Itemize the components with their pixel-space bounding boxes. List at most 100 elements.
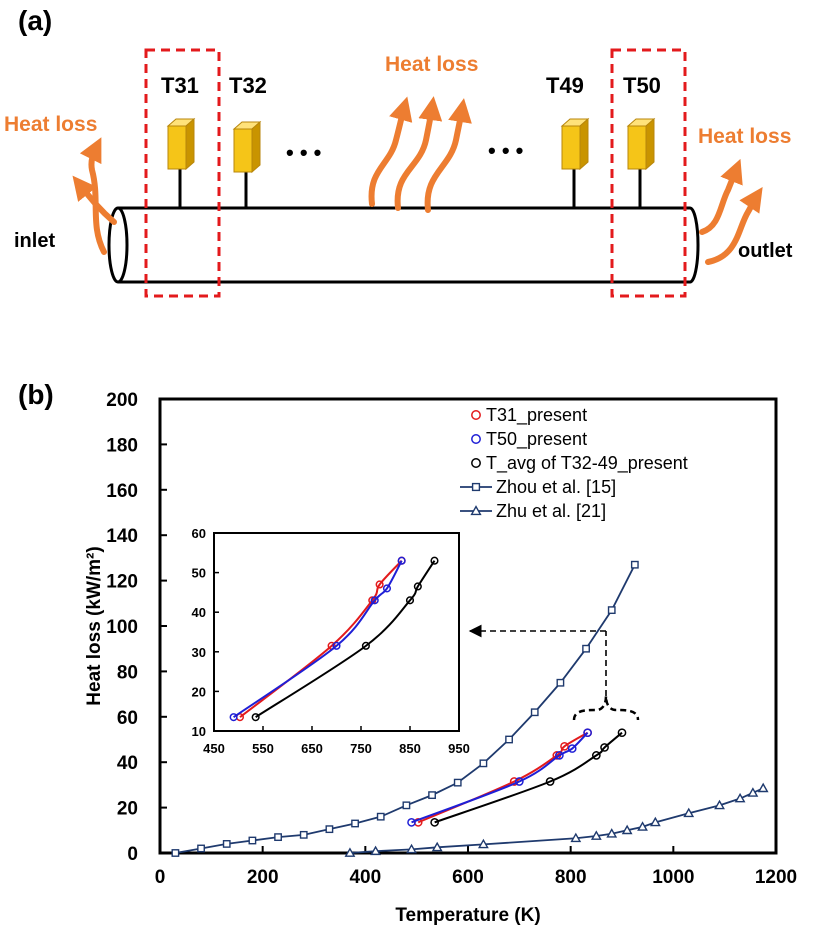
legend-marker xyxy=(471,410,481,420)
data-point xyxy=(505,735,513,744)
legend-marker xyxy=(471,482,481,492)
inset-x-tick-label: 950 xyxy=(448,741,470,756)
heat-arrow-outlet-2 xyxy=(705,187,763,265)
data-point xyxy=(407,818,416,827)
series-zhou-et-al-15 xyxy=(171,560,639,857)
panel-a-label: (a) xyxy=(18,5,52,36)
outlet-label: outlet xyxy=(738,240,793,262)
inset-frame xyxy=(213,532,460,732)
y-tick-label: 180 xyxy=(106,435,138,456)
data-point xyxy=(582,644,590,653)
legend-entry-t31-present: T31_present xyxy=(471,405,587,426)
legend-marker xyxy=(470,505,482,516)
inset-data-point xyxy=(229,713,238,722)
data-point xyxy=(299,830,308,839)
series-t-avg-of-t32-49-present xyxy=(430,728,627,827)
main-x-ticks: 0 200 400 600 800 1000 1200 xyxy=(155,846,797,888)
data-point xyxy=(402,801,411,810)
inset-series-t-avg-of-t32-49-present xyxy=(251,556,439,722)
inset-data-point xyxy=(332,641,341,650)
data-point xyxy=(617,728,627,738)
data-point xyxy=(197,844,205,853)
x-tick-label: 800 xyxy=(555,867,587,888)
inset-y-tick-label: 20 xyxy=(192,684,206,699)
inset-x-tick-label: 550 xyxy=(252,741,274,756)
x-tick-label: 1200 xyxy=(755,867,797,888)
inset-data-point xyxy=(413,582,422,591)
data-point xyxy=(606,828,618,838)
heat-arrow-outlet-1 xyxy=(699,158,743,235)
inset-x-tick-label: 650 xyxy=(301,741,323,756)
y-tick-label: 0 xyxy=(127,844,138,865)
inset-series-line xyxy=(233,560,403,718)
data-point xyxy=(621,824,633,835)
data-point xyxy=(274,833,282,842)
inset-data-point xyxy=(430,556,439,565)
data-point xyxy=(479,759,488,768)
y-tick-label: 160 xyxy=(106,481,138,502)
legend-entry-zhu-et-al-21: Zhu et al. [21] xyxy=(460,501,606,521)
data-point xyxy=(556,678,565,687)
panel-b-label: (b) xyxy=(18,379,54,410)
data-point xyxy=(171,849,180,857)
inset-y-tick-label: 60 xyxy=(192,526,206,541)
inset-data-point xyxy=(370,596,379,605)
data-point xyxy=(734,792,746,803)
data-point xyxy=(344,847,356,857)
legend-label: T31_present xyxy=(486,405,587,426)
y-tick-label: 100 xyxy=(106,617,138,638)
data-point xyxy=(590,830,602,840)
inset-data-point xyxy=(405,596,415,605)
data-point xyxy=(607,606,616,615)
legend-entry-t-avg-of-t32-49-present: T_avg of T32-49_present xyxy=(471,453,688,474)
sensor-t50 xyxy=(626,117,656,208)
series-zhu-et-al-21 xyxy=(344,782,769,857)
legend-marker xyxy=(471,434,481,444)
box-t31 xyxy=(144,48,221,298)
x-tick-label: 1000 xyxy=(652,867,694,888)
inset-series xyxy=(229,556,439,722)
inlet-label: inlet xyxy=(14,230,55,252)
data-point xyxy=(428,791,436,800)
legend-label: T_avg of T32-49_present xyxy=(486,453,688,474)
data-point xyxy=(431,841,443,852)
data-point xyxy=(714,799,725,810)
data-point xyxy=(370,845,382,856)
inset-data-point xyxy=(397,556,406,565)
heat-arrow-inlet-2 xyxy=(72,175,117,225)
data-point xyxy=(530,708,539,717)
x-tick-label: 400 xyxy=(349,867,381,888)
sensor-t49 xyxy=(560,117,590,208)
inset-x-tick-label: 750 xyxy=(350,741,372,756)
legend: T31_present T50_present T_avg of T32-49_pr… xyxy=(460,405,688,521)
data-point xyxy=(591,751,601,760)
data-point xyxy=(406,843,417,854)
data-point xyxy=(570,832,582,843)
heat-loss-label-inlet: Heat loss xyxy=(4,113,97,136)
data-point xyxy=(649,816,661,827)
data-point xyxy=(453,778,462,787)
inset-data-point xyxy=(251,713,260,722)
inset-x-tick-label: 450 xyxy=(203,741,225,756)
inset-data-point xyxy=(382,584,392,593)
pipe-inlet-opening xyxy=(107,206,129,284)
pipe xyxy=(107,206,700,284)
heat-arrows xyxy=(72,96,763,265)
inset-series-t50-present xyxy=(229,556,406,722)
data-point xyxy=(600,743,609,752)
heat-arrow-mid-2 xyxy=(394,96,443,211)
legend-entry-t50-present: T50_present xyxy=(471,429,587,450)
heat-loss-label-outlet: Heat loss xyxy=(698,125,791,148)
ellipsis-left: • • • xyxy=(286,140,321,165)
data-point xyxy=(583,728,592,738)
legend-marker xyxy=(471,458,481,468)
heat-arrow-inlet-1 xyxy=(79,137,107,255)
data-point xyxy=(248,836,257,845)
inset-x-tick-label: 850 xyxy=(399,741,421,756)
inset-y-tick-label: 10 xyxy=(192,724,206,739)
data-point xyxy=(757,782,769,793)
sensor-t32 xyxy=(232,120,262,208)
series-line xyxy=(349,787,764,854)
box-t50 xyxy=(610,48,687,298)
